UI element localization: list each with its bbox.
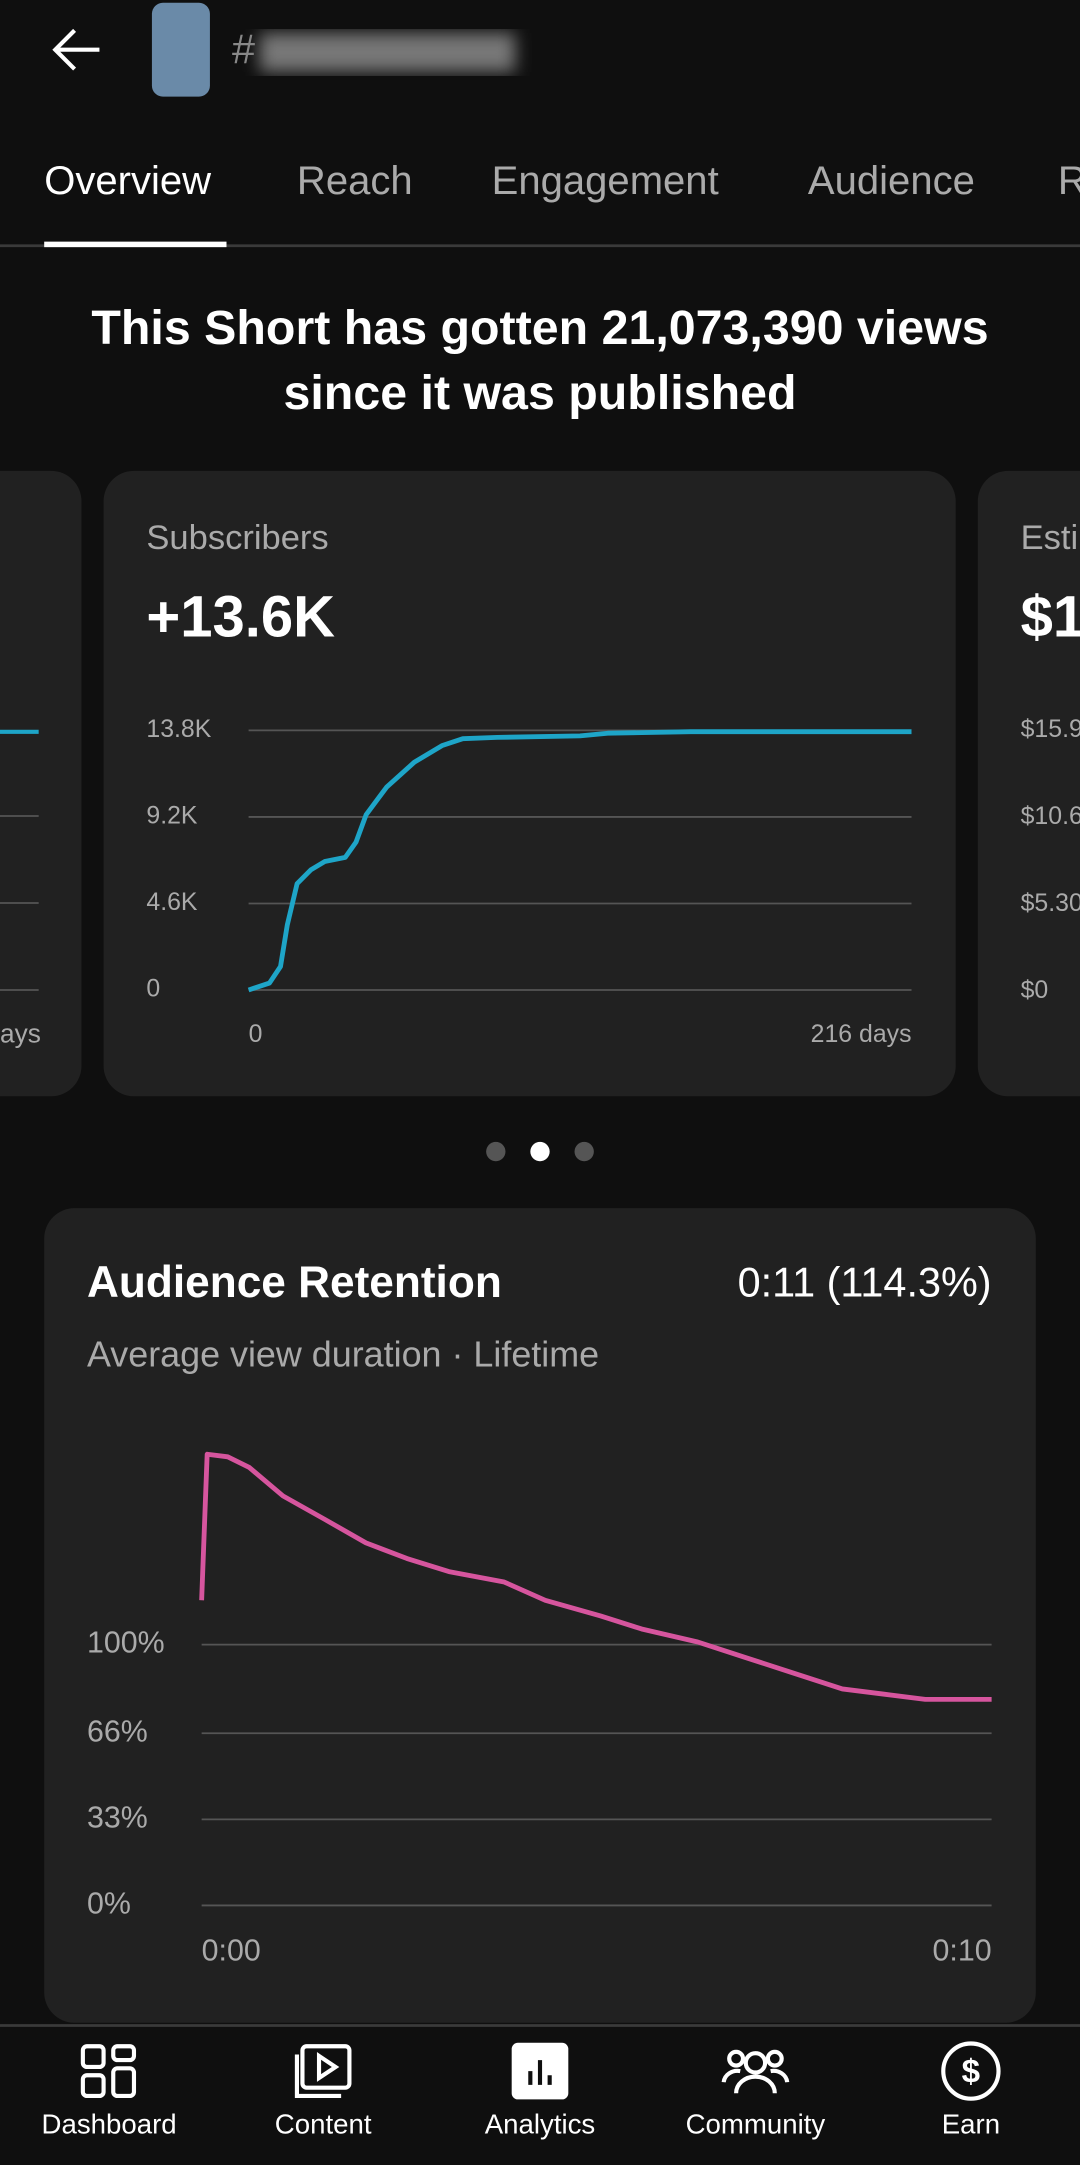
card xyxy=(44,1208,1036,2023)
x-tick-label: 0:10 xyxy=(933,1934,992,1967)
y-tick-label: 66% xyxy=(87,1715,148,1748)
tab[interactable]: R xyxy=(1058,159,1080,203)
side-card xyxy=(0,470,82,1097)
nav-item[interactable]: Content xyxy=(275,2109,372,2140)
x-tick-label: 0:00 xyxy=(202,1934,261,1967)
community-icon[interactable] xyxy=(721,2049,790,2094)
card-headline: +13.6K xyxy=(146,586,335,650)
nav-item[interactable]: Dashboard xyxy=(42,2109,177,2140)
axis-label: ays xyxy=(0,1018,41,1048)
dollar-sign: $ xyxy=(962,2054,980,2091)
blurred-title xyxy=(259,33,516,72)
y-tick-label: 100% xyxy=(87,1627,165,1660)
card-headline: $1 xyxy=(1021,586,1080,650)
y-tick-label: 4.6K xyxy=(146,889,198,916)
summary: since it was published xyxy=(283,366,796,420)
content-icon[interactable] xyxy=(294,2044,352,2099)
earn-icon[interactable]: $ xyxy=(941,2041,1001,2101)
tab[interactable]: Audience xyxy=(808,159,975,203)
side-card xyxy=(977,470,1080,1097)
back-button[interactable] xyxy=(52,28,100,71)
tick-label: $5.30 xyxy=(1021,890,1080,917)
x-tick-label: 0 xyxy=(249,1021,263,1048)
pager-dot[interactable] xyxy=(486,1141,506,1162)
card xyxy=(103,470,956,1097)
analytics-icon[interactable] xyxy=(511,2042,569,2100)
dashboard-icon[interactable] xyxy=(80,2044,137,2099)
pager-dot[interactable] xyxy=(530,1141,550,1162)
card-headline: 0:11 (114.3%) xyxy=(738,1259,992,1305)
tick-label: $15.9 xyxy=(1021,716,1080,743)
nav-icons: $ xyxy=(80,2041,1001,2101)
data-line xyxy=(199,1451,992,1702)
nav-item[interactable]: Analytics xyxy=(485,2109,595,2140)
tick-label: $10.6 xyxy=(1021,803,1080,830)
tab-bar: Overview Reach Engagement Audience R xyxy=(44,159,1080,203)
tab[interactable]: Reach xyxy=(297,159,413,203)
y-tick-label: 0% xyxy=(87,1887,131,1920)
y-tick-label: 33% xyxy=(87,1801,148,1834)
nav-item[interactable]: Community xyxy=(686,2109,826,2140)
nav-labels: Dashboard Content Analytics Community Ea… xyxy=(42,2109,1001,2140)
y-tick-label: 0 xyxy=(146,976,160,1003)
card-label: Subscribers xyxy=(146,519,328,557)
data-line xyxy=(247,729,912,993)
tab[interactable]: Overview xyxy=(44,159,211,203)
side-card-lines xyxy=(0,729,39,991)
plots: 0 4.6K 9.2K 13.8K 0 216 days 0% 33% 66% 100% 0:00 0… xyxy=(87,716,992,1967)
card-subtitle: Average view duration · Lifetime xyxy=(87,1335,599,1375)
card-label: Esti xyxy=(1021,519,1079,557)
thumbnail xyxy=(151,2,210,97)
pager-dot[interactable] xyxy=(574,1141,594,1162)
summary: This Short has gotten 21,073,390 views xyxy=(91,301,988,355)
tab[interactable]: Engagement xyxy=(492,159,719,203)
x-tick-label: 216 days xyxy=(811,1021,912,1048)
tick-label: $0 xyxy=(1021,977,1049,1004)
y-tick-label: 9.2K xyxy=(146,803,198,830)
card-title: Audience Retention xyxy=(87,1258,502,1307)
tab-underline xyxy=(44,241,227,248)
y-tick-label: 13.8K xyxy=(146,716,211,743)
video-title: # xyxy=(232,26,255,72)
nav-item[interactable]: Earn xyxy=(942,2109,1000,2140)
